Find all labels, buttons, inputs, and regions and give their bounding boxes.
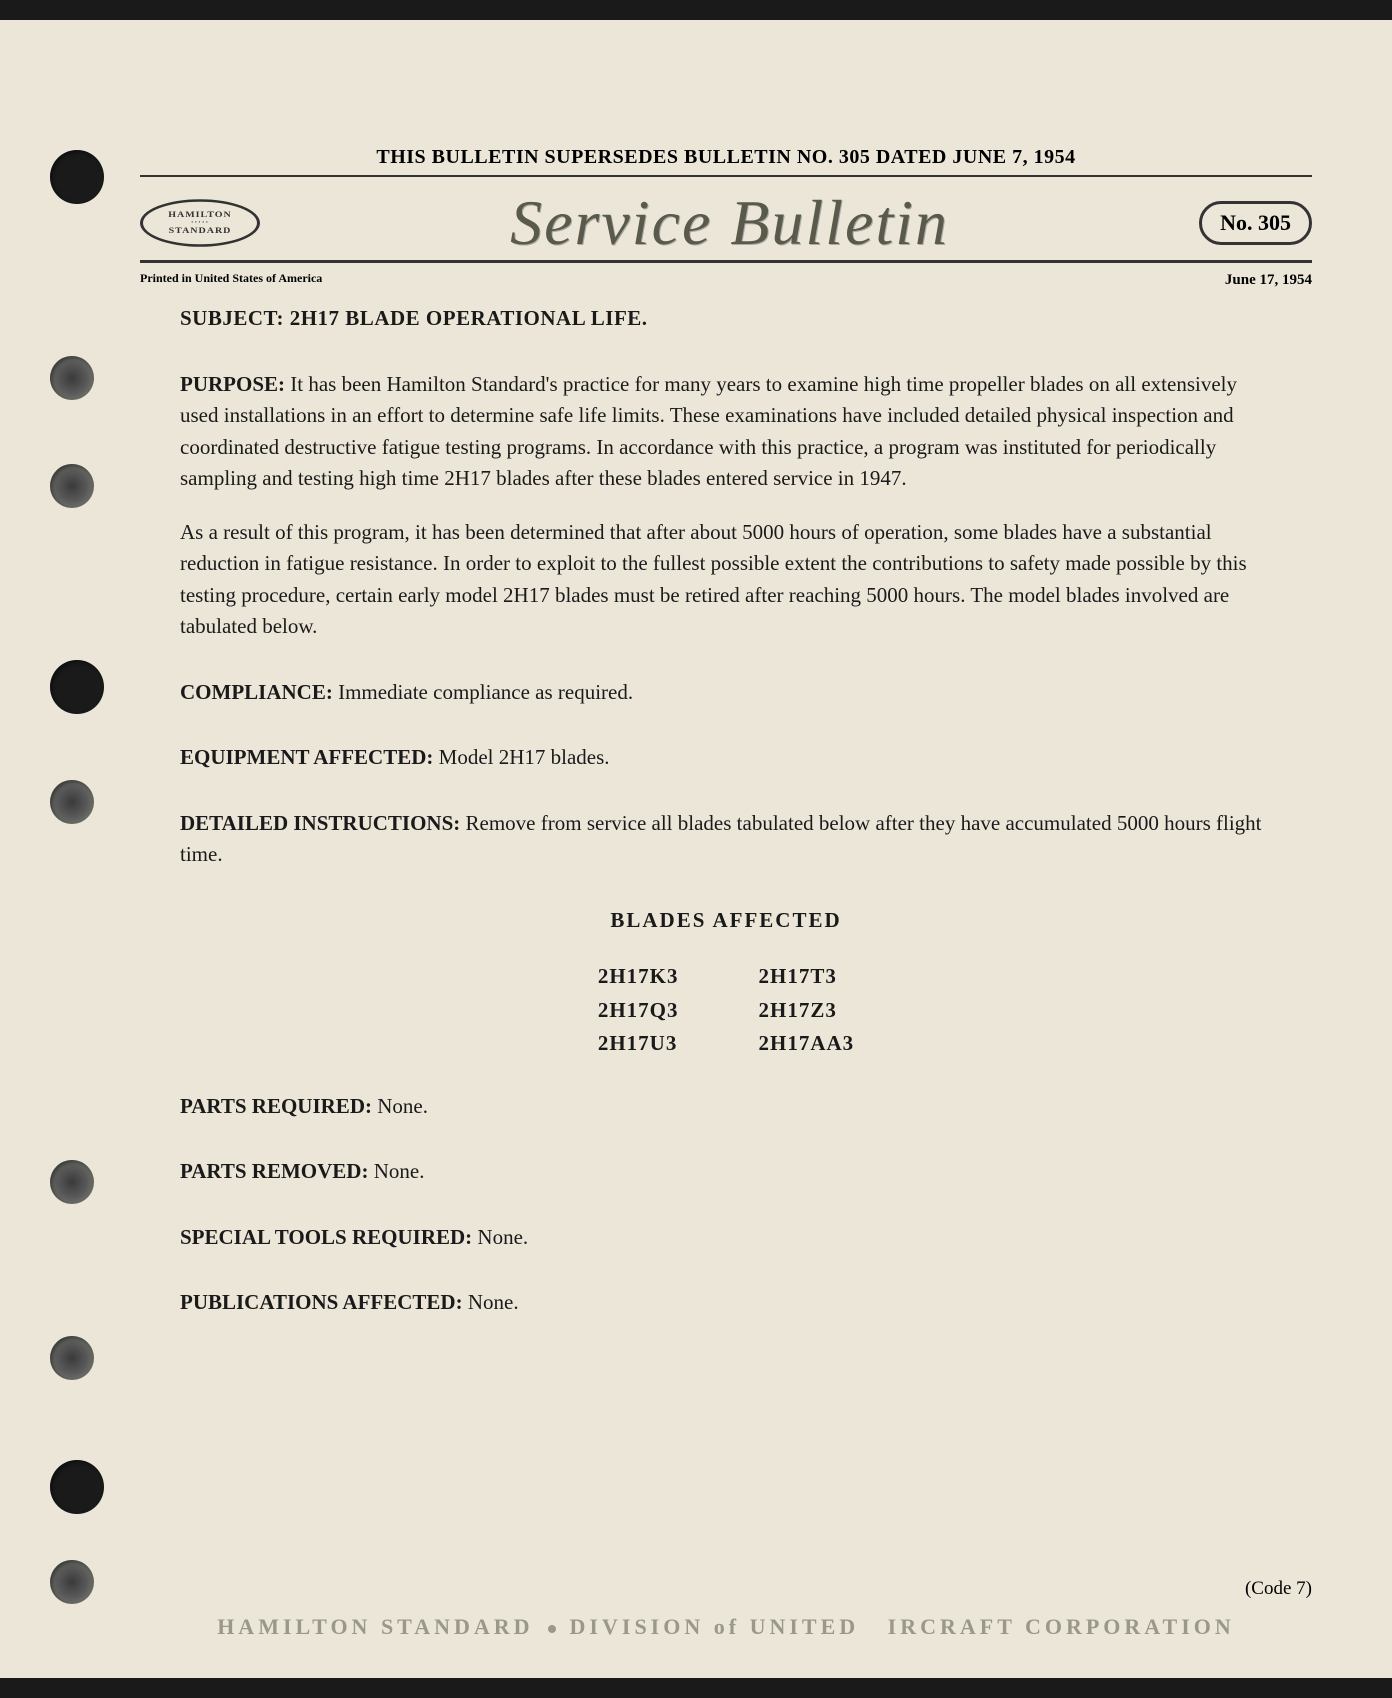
subject-section: SUBJECT: 2H17 BLADE OPERATIONAL LIFE. xyxy=(180,303,1272,335)
purpose-p2: As a result of this program, it has been… xyxy=(180,517,1272,643)
corp-b: DIVISION of UNITED xyxy=(570,1614,860,1639)
punch-hole-icon xyxy=(50,356,94,400)
compliance-label: COMPLIANCE: xyxy=(180,680,333,704)
punch-hole-icon xyxy=(50,660,104,714)
purpose-section: PURPOSE: It has been Hamilton Standard's… xyxy=(180,369,1272,643)
logo-top: HAMILTON xyxy=(168,209,232,218)
logo-mid: ····· xyxy=(191,219,209,226)
punch-hole-icon xyxy=(50,464,94,508)
instructions-label: DETAILED INSTRUCTIONS: xyxy=(180,811,460,835)
parts-removed-section: PARTS REMOVED: None. xyxy=(180,1156,1272,1188)
punch-hole-icon xyxy=(50,780,94,824)
corporation-line: HAMILTON STANDARD DIVISION of UNITED IRCR… xyxy=(140,1614,1312,1640)
publications-label: PUBLICATIONS AFFECTED: xyxy=(180,1290,463,1314)
corp-c: IRCRAFT CORPORATION xyxy=(888,1614,1235,1639)
parts-required-text: None. xyxy=(377,1094,428,1118)
content-body: SUBJECT: 2H17 BLADE OPERATIONAL LIFE. PU… xyxy=(140,303,1312,1319)
corp-a: HAMILTON STANDARD xyxy=(217,1614,533,1639)
compliance-text: Immediate compliance as required. xyxy=(338,680,633,704)
blade-item: 2H17Z3 xyxy=(759,994,855,1028)
equipment-label: EQUIPMENT AFFECTED: xyxy=(180,745,433,769)
punch-hole-icon xyxy=(50,150,104,204)
blades-col-1: 2H17K3 2H17Q3 2H17U3 xyxy=(598,960,679,1061)
blade-item: 2H17T3 xyxy=(759,960,855,994)
blades-heading: BLADES AFFECTED xyxy=(180,905,1272,937)
footer: (Code 7) HAMILTON STANDARD DIVISION of UN… xyxy=(140,1578,1312,1640)
separator-dot-icon xyxy=(548,1625,556,1633)
compliance-section: COMPLIANCE: Immediate compliance as requ… xyxy=(180,677,1272,709)
hamilton-standard-logo: HAMILTON ····· STANDARD xyxy=(140,199,260,247)
blade-item: 2H17K3 xyxy=(598,960,679,994)
bulletin-number: No. 305 xyxy=(1199,201,1312,245)
service-bulletin-title: Service Bulletin xyxy=(260,186,1199,260)
blade-item: 2H17AA3 xyxy=(759,1027,855,1061)
parts-removed-label: PARTS REMOVED: xyxy=(180,1159,368,1183)
instructions-section: DETAILED INSTRUCTIONS: Remove from servi… xyxy=(180,808,1272,871)
equipment-text: Model 2H17 blades. xyxy=(439,745,610,769)
publications-section: PUBLICATIONS AFFECTED: None. xyxy=(180,1287,1272,1319)
equipment-section: EQUIPMENT AFFECTED: Model 2H17 blades. xyxy=(180,742,1272,774)
blade-item: 2H17U3 xyxy=(598,1027,679,1061)
punch-hole-icon xyxy=(50,1336,94,1380)
blades-col-2: 2H17T3 2H17Z3 2H17AA3 xyxy=(759,960,855,1061)
parts-removed-text: None. xyxy=(374,1159,425,1183)
subject-label: SUBJECT: xyxy=(180,306,284,330)
header-banner: HAMILTON ····· STANDARD Service Bulletin… xyxy=(140,185,1312,263)
logo-bot: STANDARD xyxy=(169,226,232,235)
document-page: THIS BULLETIN SUPERSEDES BULLETIN NO. 30… xyxy=(0,20,1392,1678)
blades-table: 2H17K3 2H17Q3 2H17U3 2H17T3 2H17Z3 2H17A… xyxy=(180,960,1272,1061)
tools-text: None. xyxy=(477,1225,528,1249)
tools-label: SPECIAL TOOLS REQUIRED: xyxy=(180,1225,472,1249)
subject-text: 2H17 BLADE OPERATIONAL LIFE. xyxy=(290,306,648,330)
purpose-p1: It has been Hamilton Standard's practice… xyxy=(180,372,1237,491)
blade-item: 2H17Q3 xyxy=(598,994,679,1028)
supersede-notice: THIS BULLETIN SUPERSEDES BULLETIN NO. 30… xyxy=(140,140,1312,177)
parts-required-section: PARTS REQUIRED: None. xyxy=(180,1091,1272,1123)
purpose-label: PURPOSE: xyxy=(180,372,285,396)
punch-hole-icon xyxy=(50,1160,94,1204)
code-number: (Code 7) xyxy=(140,1578,1312,1600)
punch-hole-icon xyxy=(50,1460,104,1514)
publications-text: None. xyxy=(468,1290,519,1314)
parts-required-label: PARTS REQUIRED: xyxy=(180,1094,372,1118)
punch-hole-icon xyxy=(50,1560,94,1604)
tools-section: SPECIAL TOOLS REQUIRED: None. xyxy=(180,1222,1272,1254)
